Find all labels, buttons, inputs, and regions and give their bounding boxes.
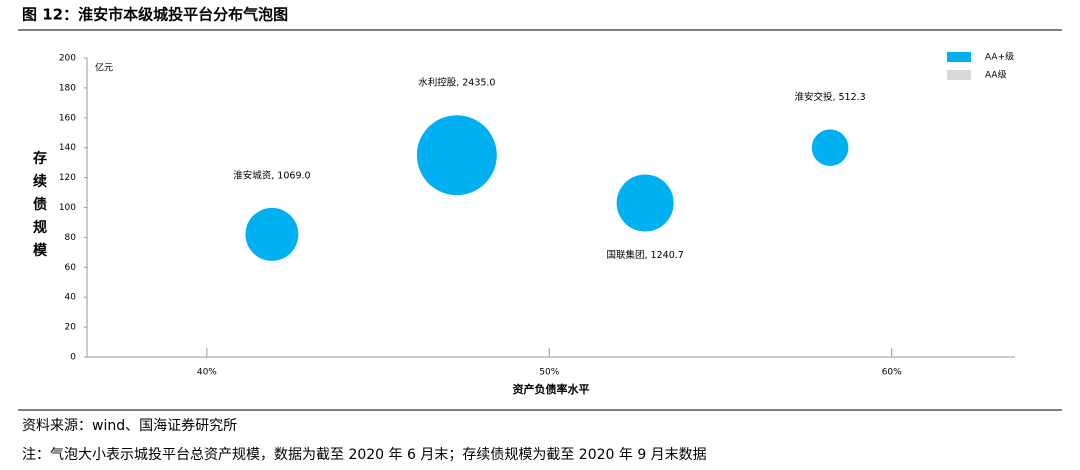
chart-title: 图 12：淮安市本级城投平台分布气泡图 [22,6,288,24]
x-tick-label: 40% [197,368,217,378]
y-tick-label: 60 [65,263,77,273]
bubble [416,115,497,196]
data-label: 淮安城资, 1069.0 [233,169,310,181]
unit-label: 亿元 [95,62,113,74]
source: 资料来源：wind、国海证券研究所 [22,418,237,434]
y-tick-label: 0 [70,353,76,363]
y-tick-label: 180 [59,83,76,93]
legend-label: AA级 [985,69,1007,81]
y-tick-label: 100 [59,203,76,213]
y-axis-title: 存续债规模 [33,150,48,259]
data-label: 水利控股, 2435.0 [418,77,495,89]
note: 注：气泡大小表示城投平台总资产规模，数据为截至 2020 年 6 月末；存续债规… [22,446,707,463]
data-label: 国联集团, 1240.7 [607,249,684,261]
data-label: 淮安交投, 512.3 [794,91,865,103]
bubble [245,207,299,261]
legend-swatch [947,70,971,80]
bubble [811,129,849,167]
y-tick-label: 20 [65,323,77,333]
y-tick-label: 200 [59,54,76,64]
y-tick-label: 80 [65,233,77,243]
x-axis-title: 资产负债率水平 [513,382,590,396]
x-tick-label: 50% [539,368,559,378]
bubble [616,174,674,232]
legend-label: AA+级 [985,51,1014,63]
x-tick-label: 60% [882,368,902,378]
y-tick-label: 140 [59,143,76,153]
legend-swatch [947,52,971,62]
y-tick-label: 160 [59,113,76,123]
y-tick-label: 40 [65,293,77,303]
y-tick-label: 120 [59,173,76,183]
